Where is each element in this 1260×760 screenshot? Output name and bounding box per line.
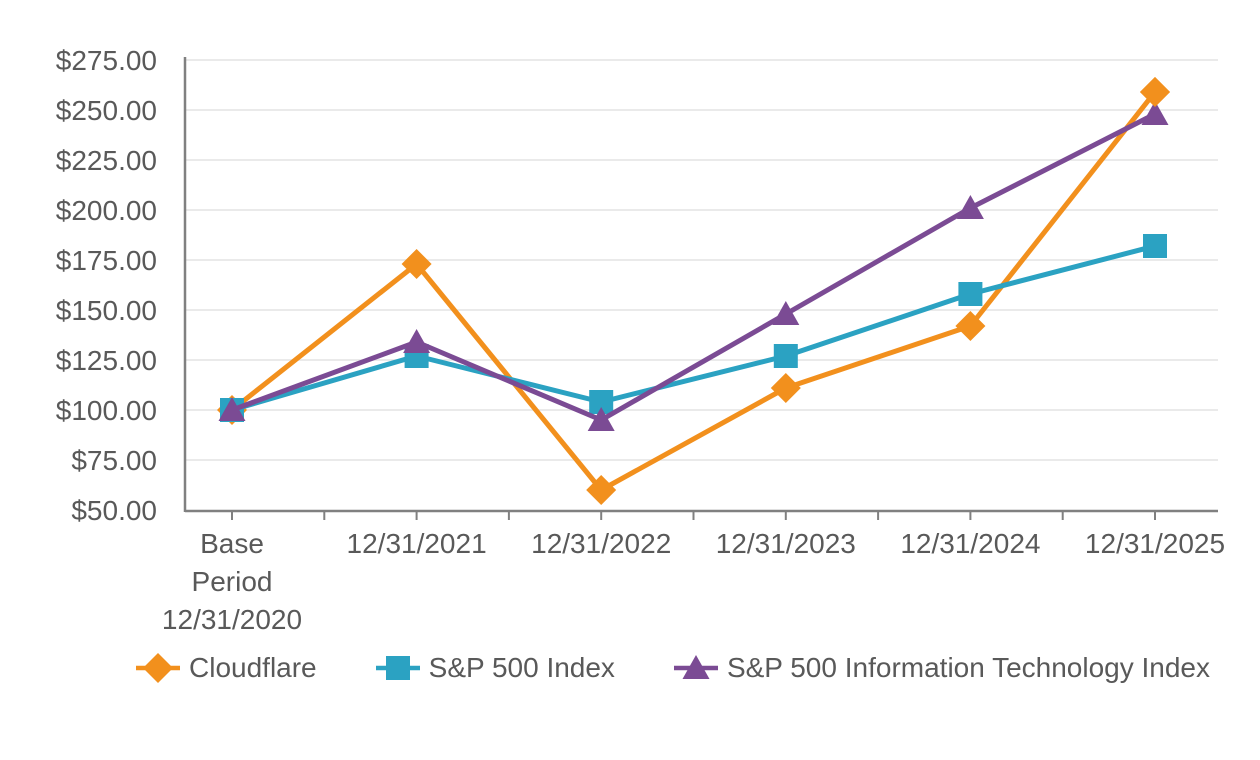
series-line-cloudflare — [230, 90, 1157, 493]
x-axis-label: 12/31/2024 — [900, 528, 1040, 559]
legend-item-cloudflare: Cloudflare — [135, 652, 317, 684]
legend-marker-shape — [682, 655, 710, 679]
marker-cloudflare — [401, 249, 432, 279]
y-axis-label: $50.00 — [71, 495, 157, 526]
y-axis-label: $100.00 — [56, 395, 157, 426]
marker-cloudflare — [955, 311, 986, 341]
y-axis-label: $150.00 — [56, 295, 157, 326]
marker-cloudflare-top — [1140, 77, 1170, 107]
x-axis-label: 12/31/2020 — [162, 604, 302, 635]
x-axis-label: 12/31/2025 — [1085, 528, 1225, 559]
legend-marker-shape — [143, 653, 173, 683]
marker-sp500-it — [772, 301, 800, 325]
marker-sp500-it — [587, 407, 615, 431]
marker-sp500 — [773, 344, 798, 368]
legend-item-sp500-it: S&P 500 Information Technology Index — [673, 652, 1210, 684]
marker-cloudflare — [770, 373, 801, 403]
x-axis-label: Base — [200, 528, 264, 559]
x-axis-label: 12/31/2023 — [716, 528, 856, 559]
y-axis-label: $125.00 — [56, 345, 157, 376]
x-axis-label: 12/31/2021 — [347, 528, 487, 559]
series-line-sp500-it — [231, 111, 1157, 423]
sp500-it-triangle-icon — [673, 655, 718, 679]
y-axis-label: $75.00 — [71, 445, 157, 476]
marker-sp500-it — [218, 397, 246, 421]
chart-legend: Cloudflare S&P 500 Index S&P 500 Informa… — [135, 652, 1210, 684]
marker-cloudflare — [586, 475, 617, 505]
x-axis-label: 12/31/2022 — [531, 528, 671, 559]
legend-label-cloudflare: Cloudflare — [189, 652, 317, 683]
y-axis-label: $200.00 — [56, 195, 157, 226]
y-axis-label: $225.00 — [56, 145, 157, 176]
legend-item-sp500: S&P 500 Index — [375, 652, 615, 684]
x-axis-label: Period — [192, 566, 273, 597]
marker-sp500-it — [403, 329, 431, 353]
y-axis-label: $275.00 — [56, 45, 157, 76]
marker-sp500-it — [956, 195, 984, 219]
sp500-square-icon — [375, 656, 420, 680]
series-line-sp500 — [231, 243, 1156, 413]
legend-marker-shape — [385, 656, 410, 680]
cloudflare-diamond-icon — [136, 653, 180, 683]
y-axis-label: $250.00 — [56, 95, 157, 126]
legend-label-sp500: S&P 500 Index — [428, 652, 615, 683]
marker-sp500-it — [1141, 101, 1169, 125]
performance-line-chart: $50.00 $75.00 $100.00 $125.00 $150.00 $175.00… — [56, 45, 1225, 635]
marker-sp500 — [958, 282, 983, 306]
legend-label-sp500-it: S&P 500 Information Technology Index — [726, 652, 1211, 683]
marker-sp500 — [1143, 234, 1167, 258]
y-axis-label: $175.00 — [56, 245, 157, 276]
